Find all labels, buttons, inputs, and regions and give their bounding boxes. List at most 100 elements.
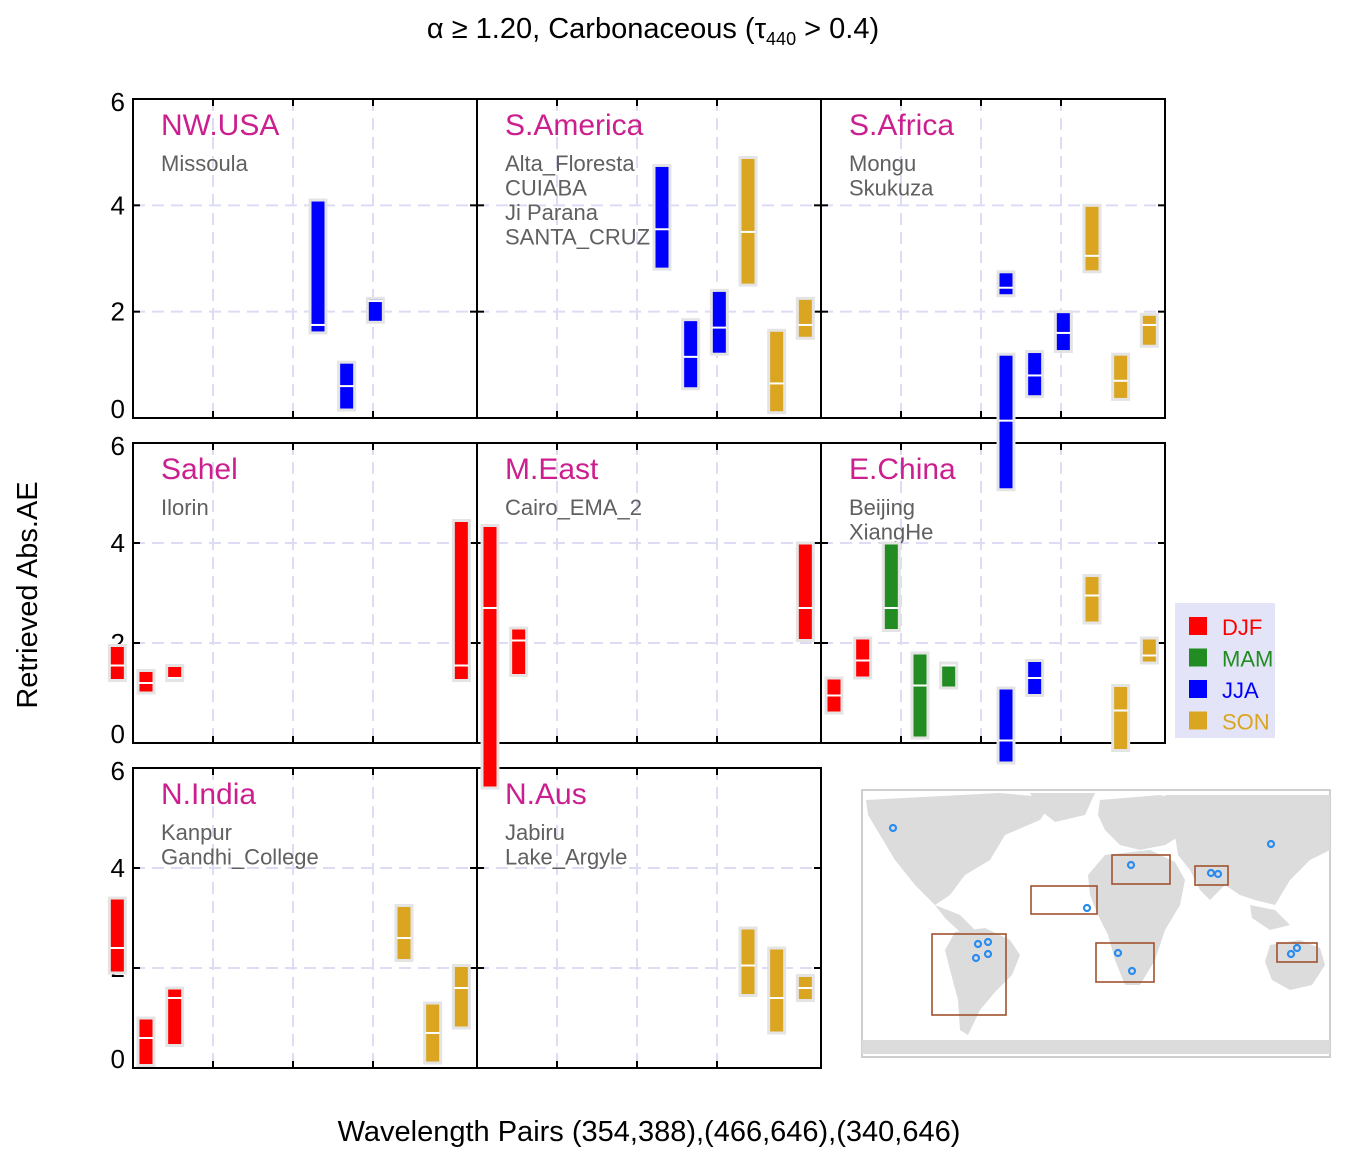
box-jja bbox=[337, 360, 357, 412]
box-bar bbox=[652, 163, 672, 271]
legend-swatch-djf bbox=[1189, 617, 1207, 635]
box-son bbox=[795, 974, 815, 1002]
y-axis-label: Retrieved Abs.AE bbox=[12, 481, 44, 708]
box-son bbox=[1139, 636, 1159, 665]
y-tick-label: 6 bbox=[111, 756, 125, 786]
y-tick-label: 4 bbox=[111, 528, 125, 558]
box-djf bbox=[824, 676, 844, 715]
legend-swatch-mam bbox=[1189, 648, 1207, 667]
site-marker-santa-cruz bbox=[971, 953, 981, 963]
box-bar bbox=[1025, 350, 1045, 399]
legend-label-mam: MAM bbox=[1222, 647, 1273, 672]
x-axis-label: Wavelength Pairs (354,388),(466,646),(34… bbox=[338, 1116, 961, 1148]
panel-nw-usa: 0 2 4 6 NW.USA Missoula bbox=[111, 87, 478, 424]
box-son bbox=[1111, 684, 1131, 752]
panel-background bbox=[821, 443, 1165, 743]
site-name: Missoula bbox=[161, 151, 249, 176]
panel-title: Sahel bbox=[161, 453, 238, 486]
box-jja bbox=[308, 198, 328, 335]
y-tick-label: 4 bbox=[111, 190, 125, 220]
box-bar bbox=[451, 519, 471, 682]
box-bar bbox=[996, 352, 1016, 492]
antarctica-land bbox=[862, 1040, 1330, 1054]
site-name: Jabiru bbox=[505, 820, 565, 845]
box-bar bbox=[1139, 636, 1159, 665]
box-jja bbox=[681, 318, 701, 391]
site-marker-alta-floresta bbox=[973, 939, 983, 949]
legend-label-jja: JJA bbox=[1222, 678, 1259, 703]
legend: DJF MAM JJA SON bbox=[1175, 603, 1275, 738]
map-region-boxes bbox=[931, 854, 1318, 1016]
box-bar bbox=[795, 296, 815, 340]
box-bar bbox=[1111, 352, 1131, 401]
central-america-land bbox=[935, 905, 975, 932]
site-name: SANTA_CRUZ bbox=[505, 225, 650, 250]
panels-group: 0 2 4 6 NW.USA Missoula S.America Alta_Floresta… bbox=[107, 87, 1166, 1074]
box-jja bbox=[996, 686, 1016, 765]
legend-swatch-son bbox=[1189, 711, 1207, 730]
box-jja bbox=[365, 296, 385, 324]
box-son bbox=[451, 964, 471, 1030]
map-site-markers bbox=[888, 823, 1302, 976]
panel-frame bbox=[820, 98, 1166, 419]
box-bar bbox=[881, 541, 901, 632]
box-son bbox=[795, 296, 815, 340]
site-name: CUIABA bbox=[505, 176, 587, 201]
region-box-m-east bbox=[1111, 854, 1171, 885]
site-marker-mongu bbox=[1113, 948, 1123, 958]
box-mam bbox=[910, 651, 930, 740]
panel-title: E.China bbox=[849, 453, 956, 486]
box-bar bbox=[1139, 312, 1159, 348]
site-marker-kanpur bbox=[1206, 868, 1216, 878]
southeast-asia-land bbox=[1250, 905, 1290, 930]
site-marker-ilorin bbox=[1082, 903, 1092, 913]
panel-background bbox=[477, 443, 821, 743]
box-bar bbox=[107, 896, 127, 975]
site-marker-gandhi-college bbox=[1213, 869, 1223, 879]
box-bar bbox=[1082, 203, 1102, 274]
panel-background bbox=[133, 99, 477, 418]
box-djf bbox=[795, 541, 815, 642]
box-bar bbox=[365, 296, 385, 324]
site-name: Beijing bbox=[849, 495, 915, 520]
box-son bbox=[394, 904, 414, 962]
y-tick-label: 0 bbox=[111, 1044, 125, 1074]
box-son bbox=[767, 328, 787, 415]
box-bar bbox=[738, 155, 758, 287]
north-america-land bbox=[866, 793, 1055, 905]
panel-frame bbox=[820, 442, 1166, 744]
box-bar bbox=[767, 946, 787, 1035]
title-tail: > 0.4) bbox=[796, 13, 879, 45]
box-bar bbox=[681, 318, 701, 391]
box-bar bbox=[165, 986, 185, 1047]
box-djf bbox=[136, 669, 156, 695]
box-son bbox=[738, 155, 758, 287]
box-bar bbox=[394, 904, 414, 962]
box-son bbox=[1111, 352, 1131, 401]
site-name: XiangHe bbox=[849, 520, 933, 545]
box-bar bbox=[509, 626, 529, 677]
panel-background bbox=[477, 99, 821, 418]
box-jja bbox=[996, 270, 1016, 298]
panel-title: S.Africa bbox=[849, 109, 954, 142]
panel-background bbox=[477, 768, 821, 1068]
legend-label-djf: DJF bbox=[1222, 615, 1262, 640]
box-bar bbox=[480, 524, 500, 790]
box-djf bbox=[107, 896, 127, 975]
title-alpha: α ≥ 1.20, Carbonaceous ( bbox=[427, 13, 755, 45]
box-bar bbox=[910, 651, 930, 740]
panel-background bbox=[133, 443, 477, 743]
box-bar bbox=[996, 270, 1016, 298]
site-marker-cuiaba bbox=[983, 949, 993, 959]
box-mam bbox=[939, 661, 959, 690]
box-son bbox=[423, 1001, 443, 1065]
box-jja bbox=[1053, 310, 1073, 354]
box-bar bbox=[939, 661, 959, 690]
australia-land bbox=[1265, 940, 1325, 990]
site-marker-jabiru bbox=[1292, 943, 1302, 953]
